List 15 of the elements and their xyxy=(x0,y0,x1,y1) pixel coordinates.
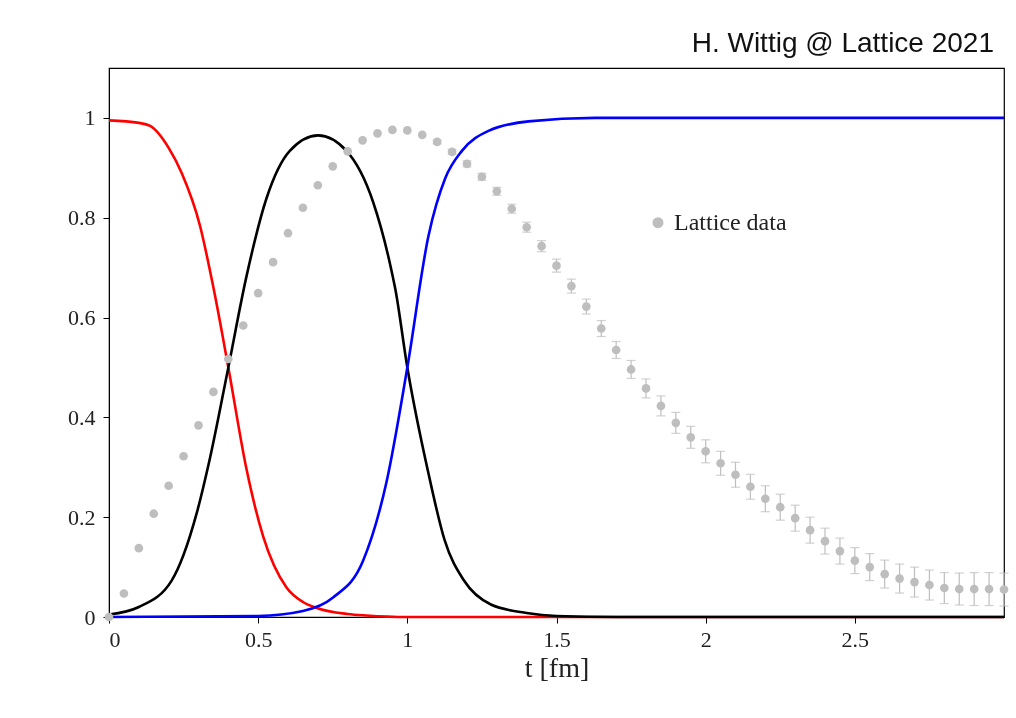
y-tick-label: 1 xyxy=(84,105,96,131)
x-axis-title: t [fm] xyxy=(524,651,590,683)
x-tick-label: 0 xyxy=(109,626,121,652)
x-tick-label: 1 xyxy=(402,626,414,652)
x-tick-label: 1.5 xyxy=(543,626,571,652)
y-tick-label: 0.8 xyxy=(68,205,96,231)
x-tick-label: 0.5 xyxy=(244,626,273,652)
legend-label: Lattice data xyxy=(674,208,787,235)
y-tick-label: 0.2 xyxy=(68,504,96,530)
x-tick-label: 2 xyxy=(700,626,712,652)
y-tick-label: 0.4 xyxy=(68,404,96,430)
x-tick-label: 2.5 xyxy=(841,626,870,652)
y-tick-label: 0.6 xyxy=(68,305,96,331)
y-tick-label: 0 xyxy=(84,604,96,630)
text: H. Wittig @ Lattice 2021 xyxy=(691,27,994,58)
